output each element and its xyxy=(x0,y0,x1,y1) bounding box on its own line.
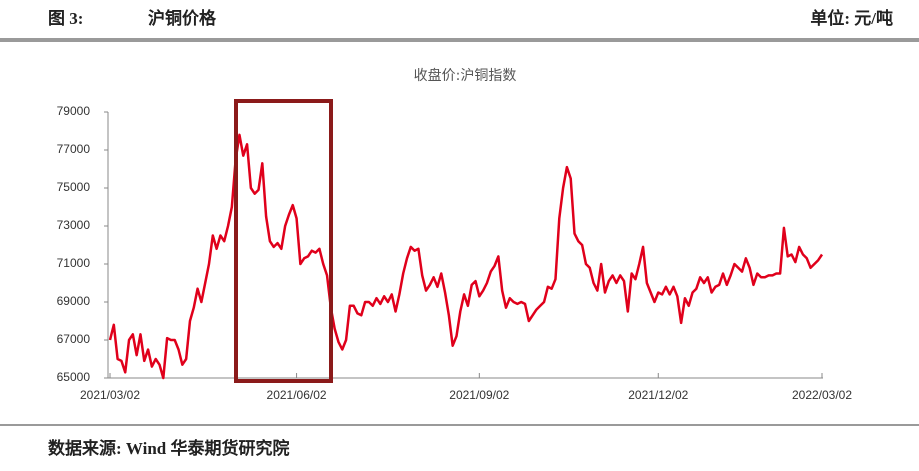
y-tick-label: 69000 xyxy=(57,294,91,308)
y-tick-label: 73000 xyxy=(57,218,91,232)
x-tick-label: 2021/06/02 xyxy=(267,388,327,402)
chart-title: 收盘价:沪铜指数 xyxy=(414,67,517,84)
figure-number: 图 3: xyxy=(48,9,83,28)
price-line xyxy=(108,133,824,380)
x-tick-label: 2021/09/02 xyxy=(449,388,509,402)
y-tick-label: 75000 xyxy=(57,180,91,194)
figure-title: 沪铜价格 xyxy=(148,8,217,28)
x-tick-label: 2021/12/02 xyxy=(628,388,688,402)
footer-rule xyxy=(0,424,919,426)
y-tick-label: 65000 xyxy=(57,370,91,384)
x-tick-label: 2021/03/02 xyxy=(80,388,140,402)
y-tick-label: 77000 xyxy=(57,142,91,156)
source-note: 数据来源: Wind 华泰期货研究院 xyxy=(48,438,290,458)
x-tick-label: 2022/03/02 xyxy=(792,388,852,402)
highlight-box xyxy=(234,99,333,383)
y-tick-label: 67000 xyxy=(57,332,91,346)
header-rule xyxy=(0,38,919,42)
y-tick-label: 79000 xyxy=(57,104,91,118)
unit-label: 单位: 元/吨 xyxy=(810,8,893,28)
y-tick-label: 71000 xyxy=(57,256,91,270)
